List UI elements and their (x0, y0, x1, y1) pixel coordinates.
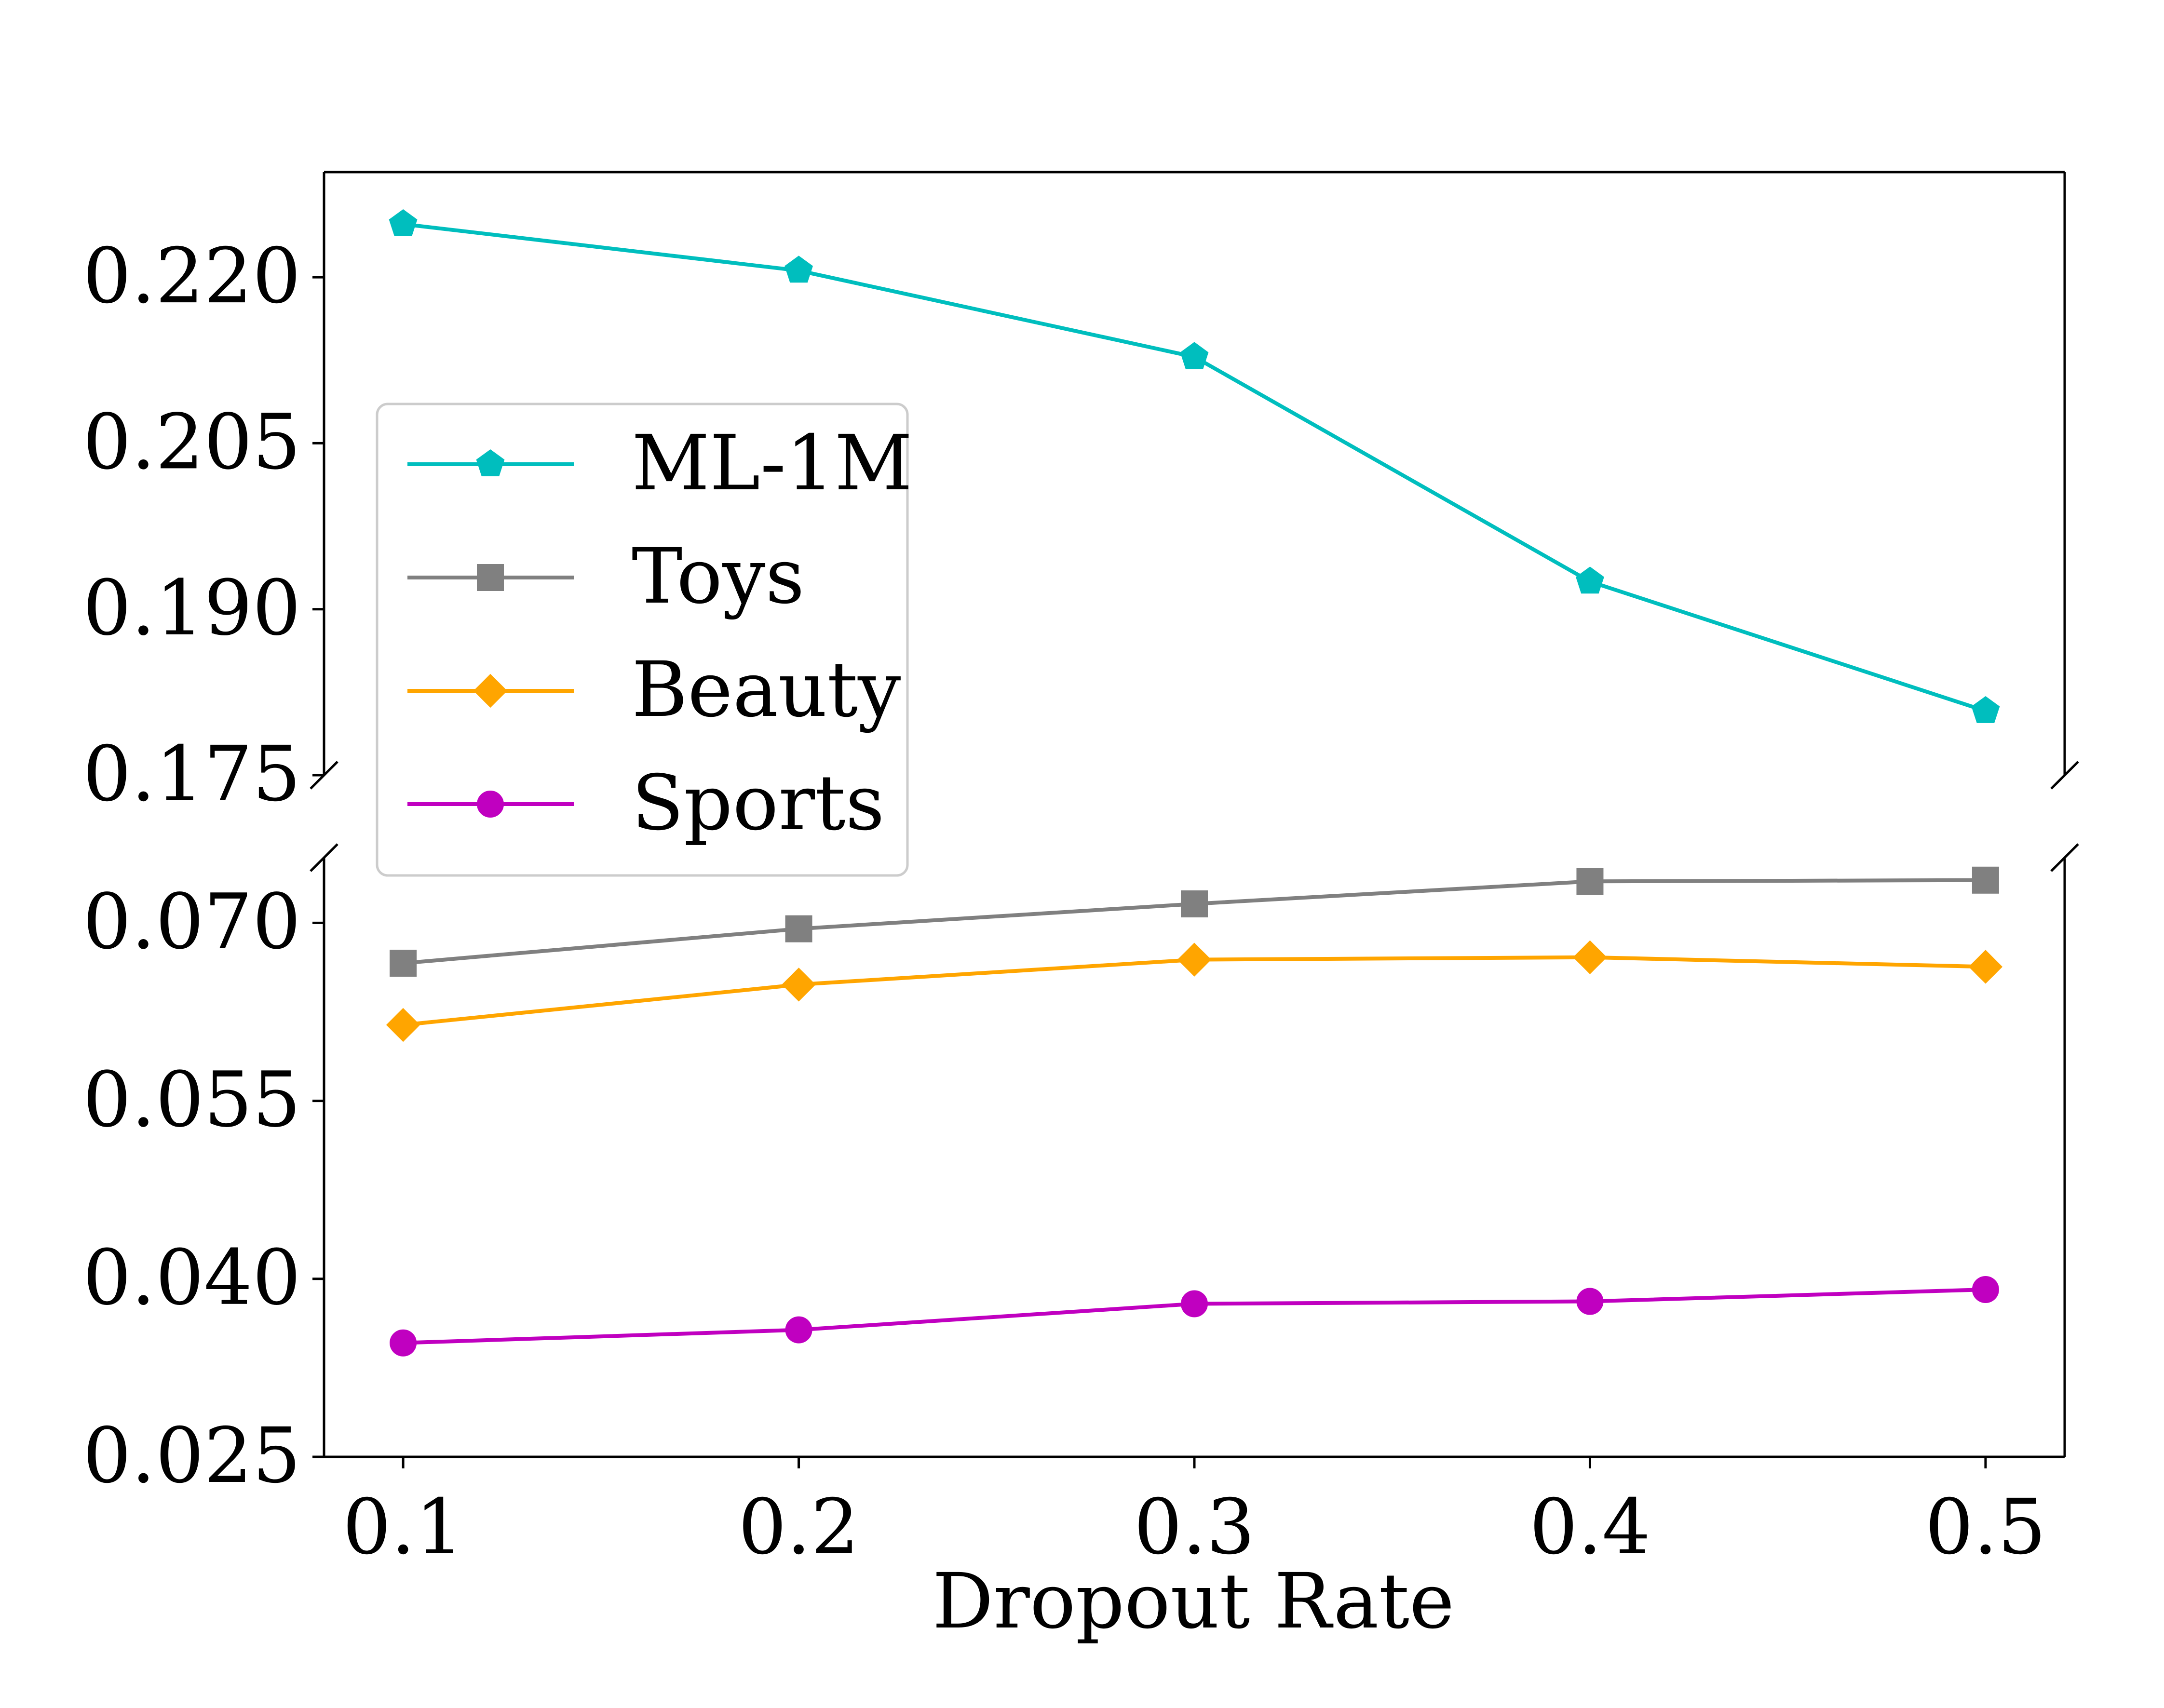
top-y-tick-label: 0.190 (83, 564, 301, 653)
legend-label-ml-1m: ML-1M (632, 419, 912, 508)
data-point-toys (1972, 866, 1999, 894)
data-point-sports (1181, 1290, 1208, 1318)
legend-marker-toys (477, 564, 504, 591)
x-axis-label: Dropout Rate (933, 1557, 1455, 1646)
x-tick-label: 0.2 (738, 1483, 859, 1572)
data-point-sports (1576, 1288, 1604, 1315)
data-point-ml-1m (389, 209, 418, 236)
axes-layer: 0.175 0.190 0.205 0.220 0.025 0.040 0.055 0.070… (83, 171, 2079, 1572)
data-point-toys (785, 915, 812, 942)
legend-label-sports: Sports (632, 759, 885, 847)
legend-marker-sports (477, 791, 504, 818)
data-point-beauty (782, 968, 816, 1002)
legend-label-toys: Toys (632, 532, 805, 621)
bottom-y-tick-label: 0.055 (83, 1056, 301, 1144)
legend-marker-ml-1m (476, 449, 505, 476)
axis-break-mark (2050, 761, 2079, 790)
bottom-y-tick-label: 0.025 (83, 1412, 301, 1500)
data-point-beauty (1177, 942, 1212, 977)
data-point-ml-1m (784, 256, 813, 283)
data-point-ml-1m (1971, 696, 2000, 723)
x-tick-label: 0.4 (1529, 1483, 1650, 1572)
legend: ML-1M Toys Beauty Sports (376, 403, 912, 877)
bottom-y-tick-label: 0.040 (83, 1234, 301, 1322)
top-y-tick-label: 0.175 (83, 730, 301, 819)
top-y-tick-label: 0.220 (83, 232, 301, 321)
data-point-toys (1181, 890, 1208, 917)
data-point-toys (1576, 868, 1604, 895)
data-point-ml-1m (1180, 342, 1209, 369)
data-point-toys (390, 950, 417, 977)
data-point-sports (1972, 1276, 1999, 1303)
legend-box (376, 403, 909, 877)
x-tick-label: 0.3 (1134, 1483, 1255, 1572)
data-point-beauty (1573, 940, 1607, 974)
bottom-y-tick-label: 0.070 (83, 877, 301, 966)
legend-marker-beauty (473, 673, 508, 708)
top-y-tick-label: 0.205 (83, 398, 301, 486)
legend-label-beauty: Beauty (632, 646, 901, 734)
data-point-ml-1m (1576, 566, 1604, 594)
series-layer (386, 209, 2003, 1357)
x-tick-label: 0.1 (342, 1483, 463, 1572)
data-point-sports (785, 1316, 812, 1344)
data-point-beauty (386, 1008, 420, 1042)
x-tick-label: 0.5 (1925, 1483, 2046, 1572)
data-point-beauty (1968, 950, 2003, 984)
data-point-sports (390, 1329, 417, 1357)
axis-break-mark (2050, 843, 2079, 872)
axis-break-mark (310, 843, 338, 872)
